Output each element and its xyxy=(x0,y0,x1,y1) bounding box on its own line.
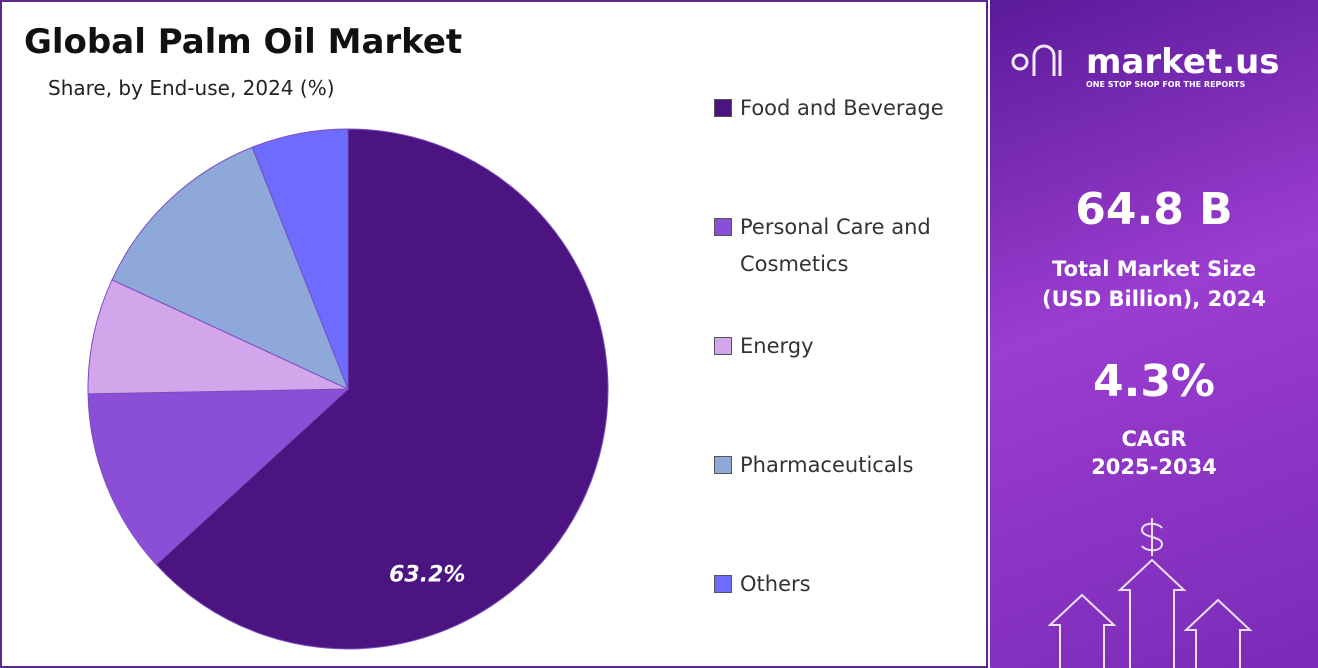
pie-slice xyxy=(155,128,609,650)
legend-label: Personal Care and Cosmetics xyxy=(740,215,931,276)
legend-label: Pharmaceuticals xyxy=(740,453,914,477)
cagr-period: 2025-2034 xyxy=(1091,455,1217,479)
panel-decoration xyxy=(1011,44,1253,668)
legend-item: Personal Care and Cosmetics xyxy=(714,209,955,283)
pie-slice xyxy=(87,279,349,395)
legend-swatch xyxy=(714,218,732,236)
pie-slice xyxy=(251,128,349,390)
cagr-label: CAGR xyxy=(1121,427,1187,451)
market-size-label: Total Market Size (USD Billion), 2024 xyxy=(1041,257,1267,311)
data-label: 63.2% xyxy=(389,563,465,588)
growth-arrows xyxy=(1047,518,1253,668)
legend-label: Energy xyxy=(740,334,814,358)
pie-slice xyxy=(111,146,349,390)
chart-panel: 63.2% Global Palm Oil Market Share, by E… xyxy=(0,0,988,668)
legend-item: Energy xyxy=(714,328,955,365)
legend-item: Pharmaceuticals xyxy=(714,447,955,484)
legend-label: Others xyxy=(740,572,811,596)
cagr: 4.3% xyxy=(1092,356,1216,407)
legend-swatch xyxy=(714,456,732,474)
chart-title: Global Palm Oil Market xyxy=(24,22,463,62)
pie-slice xyxy=(87,388,350,566)
pie-chart: 63.2% xyxy=(87,128,609,650)
legend-swatch xyxy=(714,575,732,593)
brand: market.us xyxy=(1086,42,1280,82)
logo-icon xyxy=(1011,44,1062,76)
market-size: 64.8 B xyxy=(1075,184,1233,235)
legend-swatch xyxy=(714,337,732,355)
legend-item: Others xyxy=(714,566,955,603)
info-panel: market.us ONE STOP SHOP FOR THE REPORTS … xyxy=(990,0,1318,668)
legend-item: Food and Beverage xyxy=(714,90,955,127)
tagline: ONE STOP SHOP FOR THE REPORTS xyxy=(1086,80,1246,89)
legend-swatch xyxy=(714,99,732,117)
legend-label: Food and Beverage xyxy=(740,96,944,120)
chart-subtitle: Share, by End-use, 2024 (%) xyxy=(48,76,335,100)
